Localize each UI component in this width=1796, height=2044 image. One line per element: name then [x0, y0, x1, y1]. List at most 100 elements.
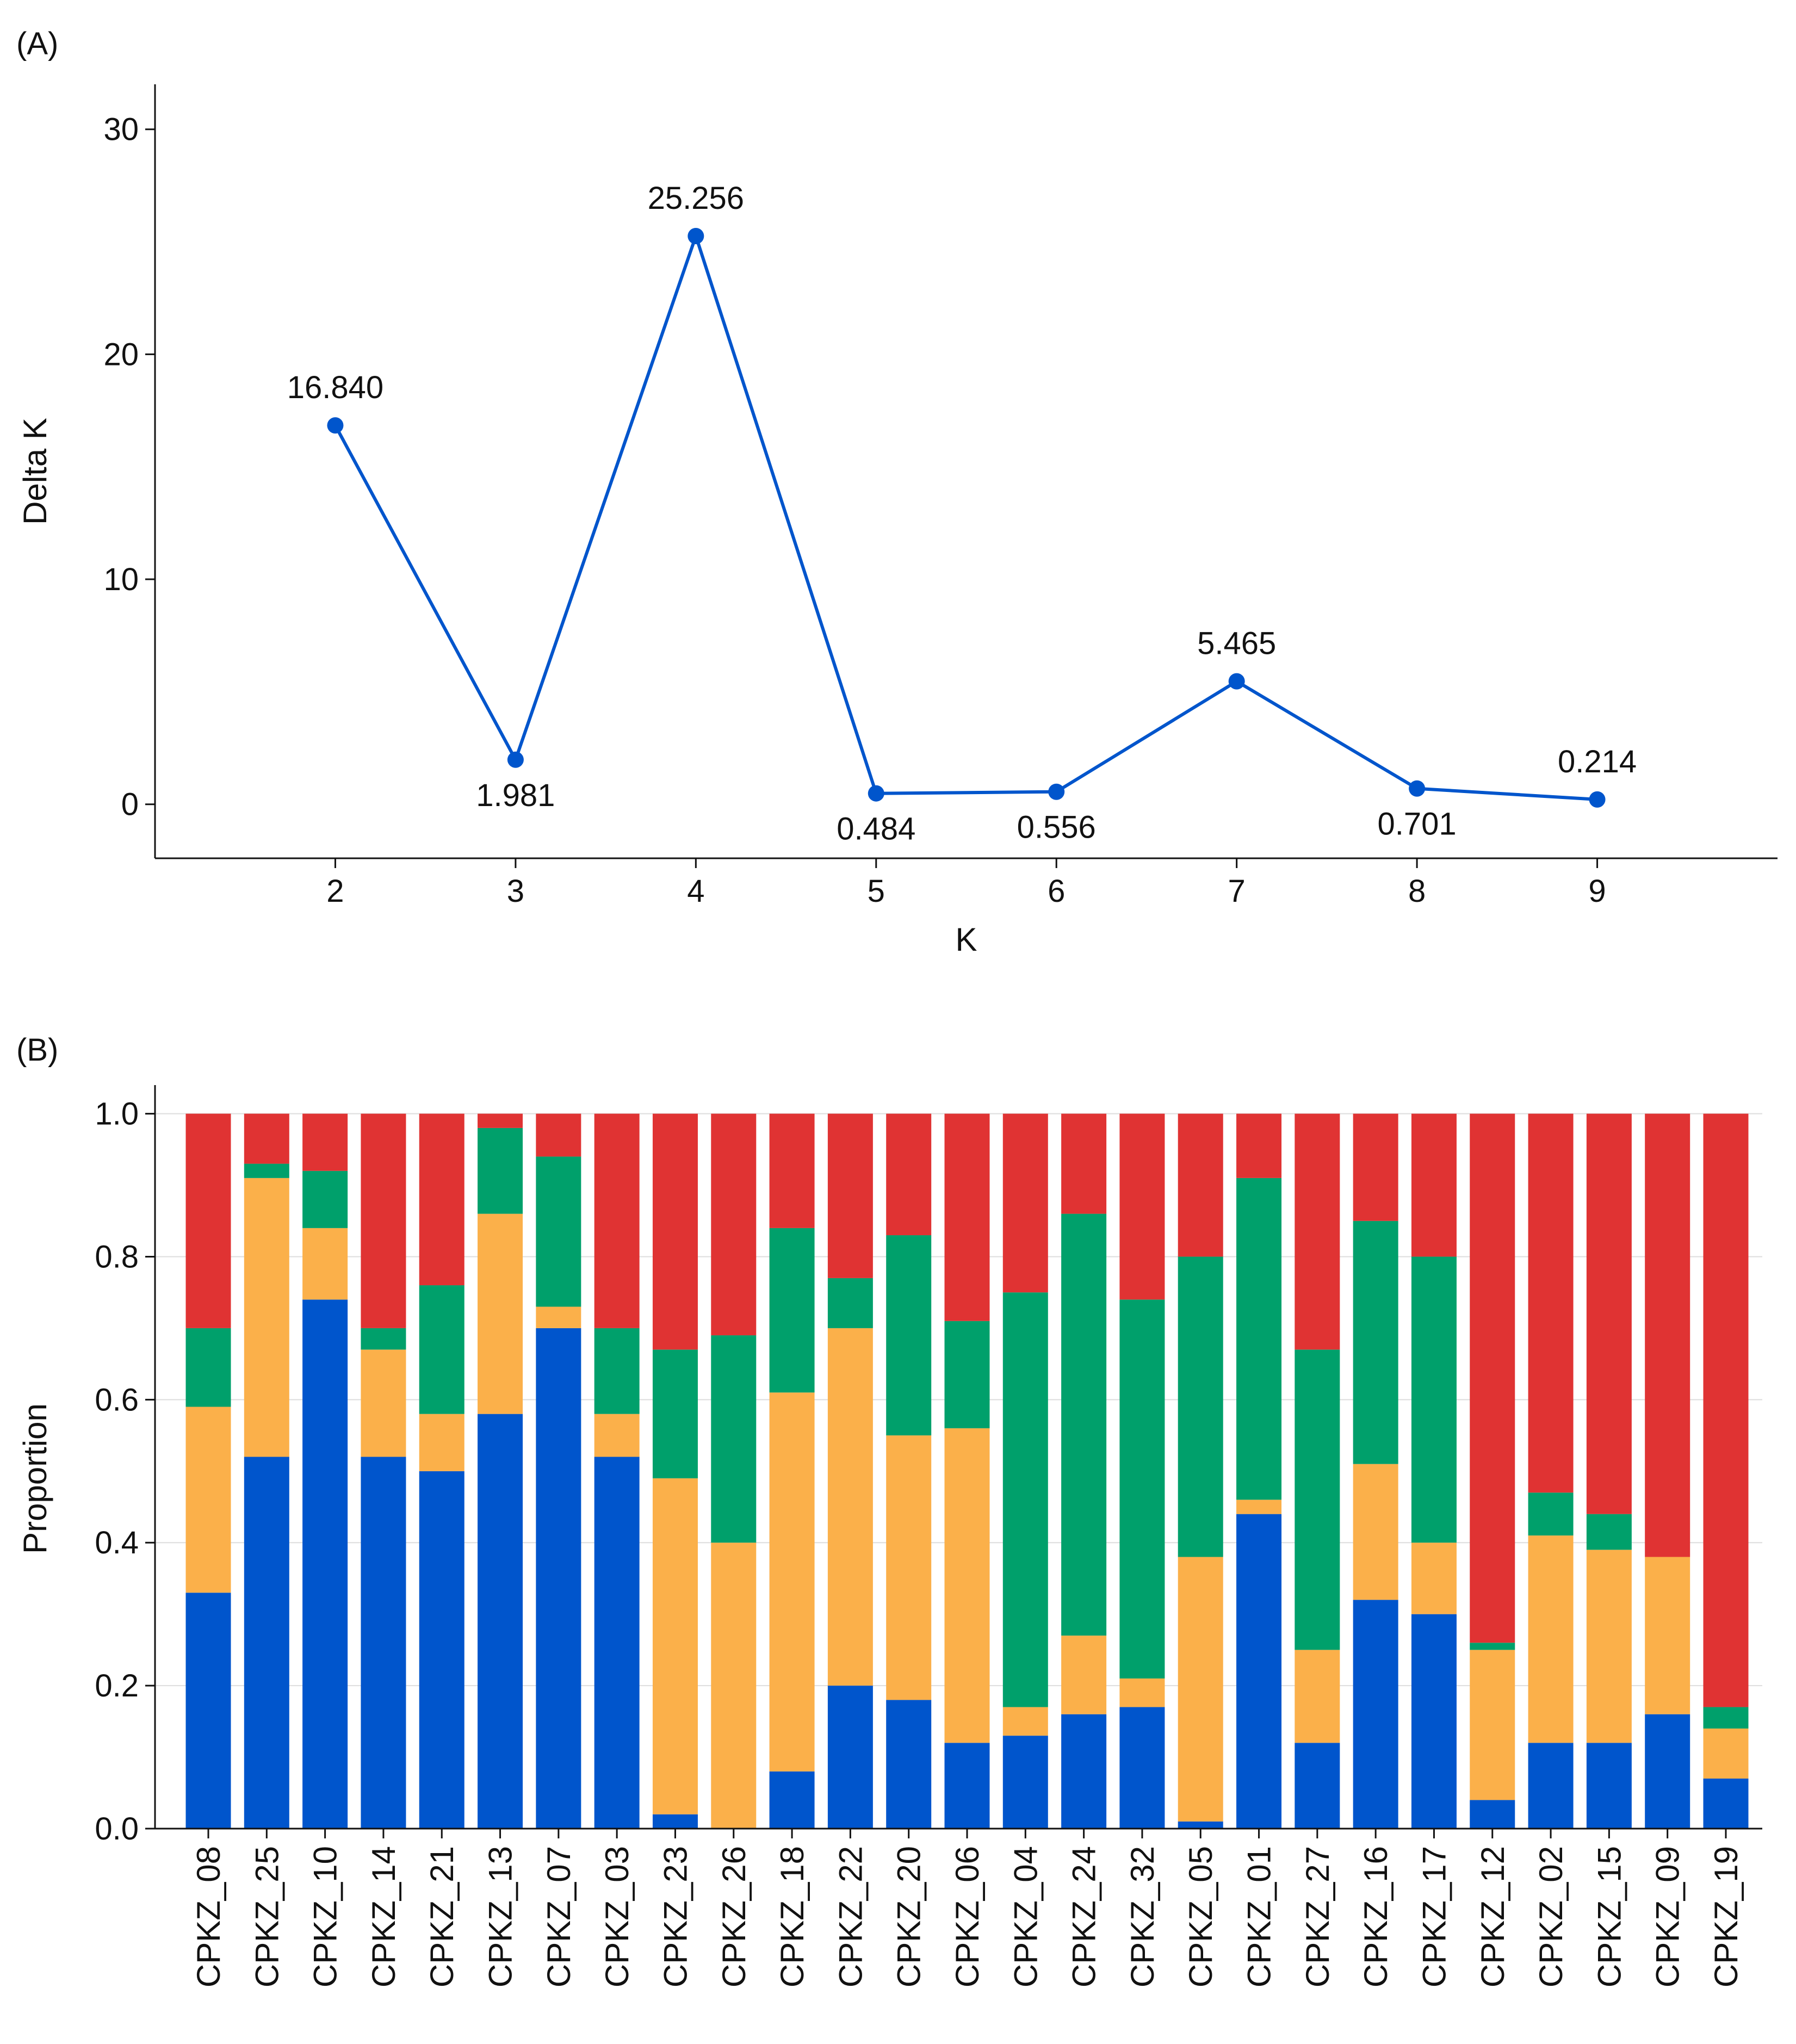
x-tick-label: 9 [1588, 874, 1606, 909]
bar-segment [419, 1113, 465, 1286]
data-point [1409, 780, 1426, 797]
bar-segment [1411, 1113, 1457, 1257]
bar-segment [711, 1335, 757, 1543]
data-label: 0.214 [1558, 744, 1637, 779]
bar-segment [244, 1178, 289, 1457]
y-axis-title: Proportion [17, 1403, 53, 1554]
bar-segment [1295, 1743, 1340, 1829]
bar-segment [1586, 1514, 1632, 1550]
x-tick-label: CPKZ_12 [1475, 1846, 1511, 1987]
data-point [1228, 673, 1245, 690]
panel-a-label: (A) [16, 26, 58, 61]
data-point [507, 751, 524, 768]
x-tick-label: 5 [868, 874, 885, 909]
delta-k-line [333, 234, 1597, 801]
bar-segment [1061, 1113, 1107, 1214]
data-point [1048, 783, 1065, 800]
x-tick-label: CPKZ_19 [1708, 1846, 1744, 1987]
bar-segment [185, 1407, 231, 1593]
bar-segment [944, 1113, 990, 1321]
y-tick-label: 0.6 [95, 1382, 139, 1417]
bar-segment [886, 1435, 932, 1700]
bar-segment [419, 1285, 465, 1414]
bar-segment [302, 1228, 348, 1300]
bar-segment [361, 1349, 406, 1457]
bar-segment [1645, 1113, 1690, 1557]
bar-segment [1119, 1678, 1165, 1707]
bar-segment [1528, 1113, 1574, 1493]
bar-segment [302, 1113, 348, 1171]
bar-segment [1295, 1349, 1340, 1650]
bar-segment [944, 1321, 990, 1428]
bar-segment [652, 1113, 698, 1350]
x-tick-label: 7 [1228, 874, 1246, 909]
y-axis-title: Delta K [17, 418, 53, 525]
data-point [688, 227, 704, 244]
bar-segment [944, 1743, 990, 1829]
bar-segment [1236, 1113, 1282, 1178]
bar-segment [1528, 1743, 1574, 1829]
bar-segment [1061, 1636, 1107, 1714]
bar-segment [302, 1170, 348, 1228]
bar-segment [594, 1328, 640, 1414]
bar-segment [536, 1328, 581, 1829]
data-label: 5.465 [1197, 626, 1276, 661]
bar-segment [769, 1113, 815, 1228]
y-tick-label: 20 [103, 337, 139, 372]
bar-segment [652, 1814, 698, 1829]
bar-chart-bars [185, 1113, 1749, 1829]
bar-segment [652, 1478, 698, 1814]
bar-segment [1002, 1707, 1048, 1736]
bar-segment [419, 1471, 465, 1829]
bar-segment [827, 1686, 873, 1829]
panel-a: (A) 0 10 20 30 2 3 4 5 6 7 8 9 16.840 1.981 25.256 0.4… [16, 26, 1778, 958]
bar-segment [769, 1392, 815, 1772]
data-label: 0.701 [1378, 807, 1457, 842]
bar-segment [1178, 1557, 1223, 1822]
bar-segment [1119, 1113, 1165, 1300]
bar-segment [1470, 1650, 1515, 1800]
bar-segment [1236, 1514, 1282, 1829]
panel-b-label: (B) [16, 1032, 58, 1068]
bar-segment [594, 1113, 640, 1328]
bar-segment [1703, 1728, 1749, 1779]
y-tick-label: 0 [121, 787, 139, 822]
x-tick-label: CPKZ_10 [307, 1846, 344, 1987]
bar-segment [1295, 1650, 1340, 1743]
bar-segment [419, 1414, 465, 1471]
x-tick-label: 2 [326, 874, 344, 909]
x-tick-label: CPKZ_22 [832, 1846, 869, 1987]
bar-segment [1119, 1299, 1165, 1678]
bar-segment [361, 1328, 406, 1350]
bar-segment [1353, 1600, 1398, 1829]
x-tick-label: CPKZ_25 [249, 1846, 285, 1987]
x-tick-label: CPKZ_05 [1182, 1846, 1219, 1987]
y-tick-label: 0.2 [95, 1668, 139, 1704]
bar-segment [827, 1278, 873, 1328]
x-tick-label: CPKZ_17 [1416, 1846, 1452, 1987]
bar-segment [1353, 1464, 1398, 1600]
bar-segment [1061, 1213, 1107, 1636]
x-axis-title: K [955, 921, 977, 958]
bar-segment [1411, 1543, 1457, 1614]
bar-segment [1353, 1113, 1398, 1221]
bar-chart-axes: 0.0 0.2 0.4 0.6 0.8 1.0 CPKZ_08 CPKZ_25 CPKZ_10 C… [95, 1085, 1762, 1987]
data-label: 0.556 [1017, 810, 1096, 845]
x-tick-label: CPKZ_03 [599, 1846, 635, 1987]
bar-segment [711, 1113, 757, 1336]
x-tick-label: CPKZ_20 [891, 1846, 927, 1987]
x-tick-label: CPKZ_32 [1124, 1846, 1161, 1987]
bar-segment [1703, 1707, 1749, 1729]
bar-segment [769, 1228, 815, 1393]
bar-segment [594, 1457, 640, 1829]
x-tick-label: CPKZ_21 [424, 1846, 460, 1987]
bar-segment [1470, 1800, 1515, 1829]
x-tick-label: CPKZ_14 [366, 1846, 402, 1987]
x-tick-label: 3 [507, 874, 524, 909]
x-tick-label: CPKZ_06 [949, 1846, 986, 1987]
x-tick-label: CPKZ_01 [1241, 1846, 1278, 1987]
bar-segment [361, 1457, 406, 1829]
bar-segment [478, 1113, 523, 1128]
x-tick-label: CPKZ_02 [1533, 1846, 1569, 1987]
data-point [1589, 791, 1606, 808]
